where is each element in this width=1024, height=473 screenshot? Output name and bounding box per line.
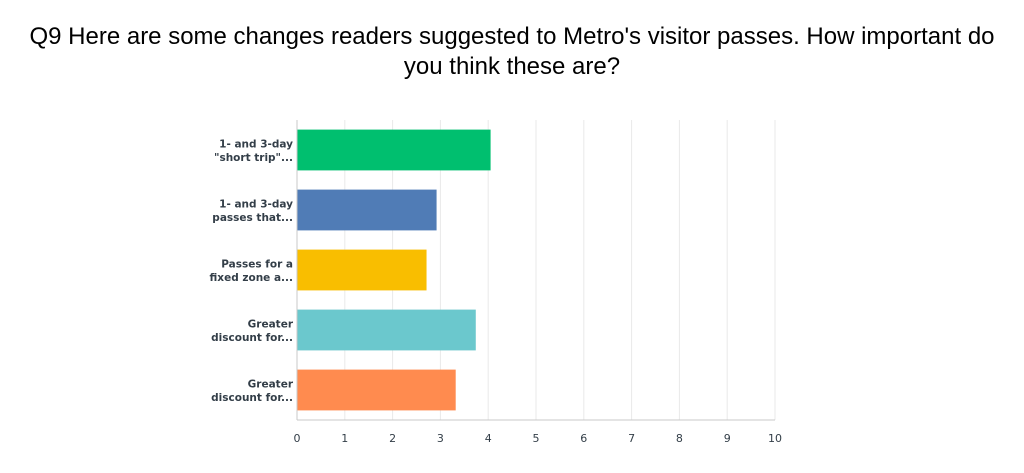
gridlines (344, 120, 776, 420)
axes (296, 120, 775, 421)
category-label: 1- and 3-day (219, 198, 293, 210)
category-label: Passes for a (221, 258, 293, 270)
category-label: 1- and 3-day (219, 138, 293, 150)
category-label: Greater (248, 318, 294, 330)
category-labels: 1- and 3-day "short trip"... 1- and 3-day p… (210, 138, 294, 404)
x-tick-labels: 0 1 2 3 4 5 6 7 8 9 10 (294, 432, 783, 445)
bars (297, 129, 491, 411)
x-tick-label: 7 (628, 432, 635, 445)
x-tick-label: 4 (485, 432, 492, 445)
x-tick-label: 1 (341, 432, 348, 445)
x-tick-label: 0 (294, 432, 301, 445)
x-tick-label: 10 (768, 432, 782, 445)
category-label: passes that... (212, 212, 293, 224)
x-tick-label: 8 (676, 432, 683, 445)
bar (297, 369, 456, 411)
x-tick-label: 5 (533, 432, 540, 445)
x-tick-label: 3 (437, 432, 444, 445)
bar (297, 189, 437, 231)
category-label: "short trip"... (214, 152, 293, 164)
chart-title: Q9 Here are some changes readers suggest… (29, 23, 995, 80)
x-tick-label: 6 (580, 432, 587, 445)
x-tick-label: 2 (389, 432, 396, 445)
x-tick-label: 9 (724, 432, 731, 445)
bar (297, 129, 491, 171)
category-label: Greater (248, 378, 294, 390)
bar (297, 309, 476, 351)
bar (297, 249, 427, 291)
category-label: fixed zone a... (210, 272, 293, 284)
category-label: discount for... (211, 392, 293, 404)
category-label: discount for... (211, 332, 293, 344)
